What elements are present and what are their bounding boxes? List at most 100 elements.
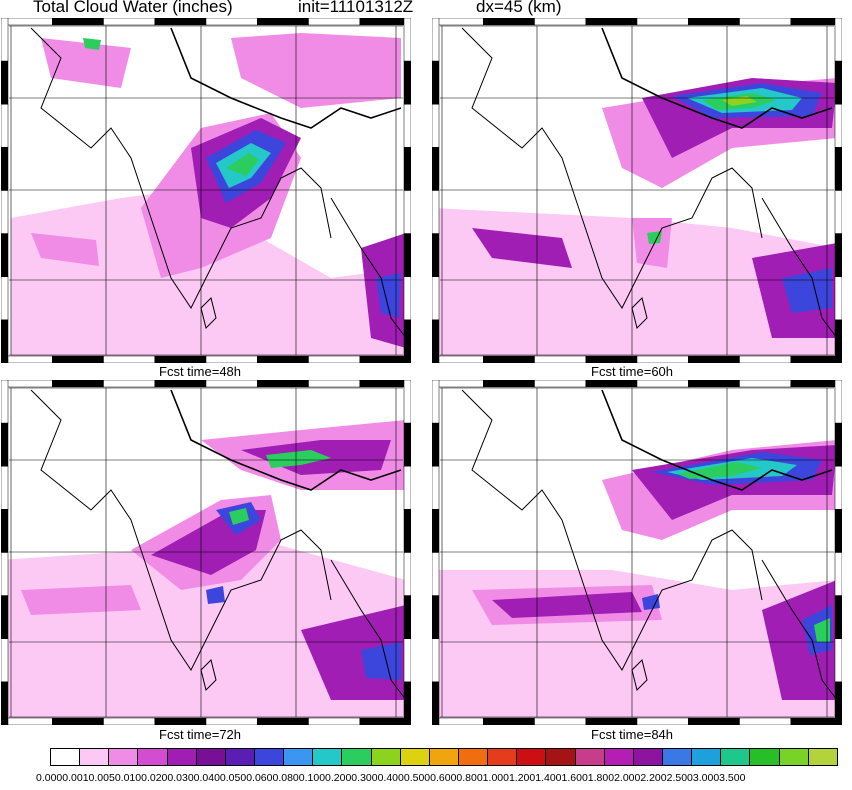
color-scale-labels: 0.0000.0010.0050.0100.0200.0300.0400.050…	[36, 772, 852, 788]
frame-tick-left	[432, 18, 440, 62]
frame-tick-right	[403, 233, 411, 277]
frame-tick-right	[403, 638, 411, 683]
frame-tick-bottom	[432, 355, 484, 363]
frame-tick-right	[403, 422, 411, 467]
color-swatch	[517, 749, 547, 765]
cloud-water-contour	[226, 153, 259, 176]
frame-tick-bottom	[432, 717, 484, 725]
color-scale-label-text: 0.0000.0010.0050.0100.0200.0300.0400.050…	[36, 772, 746, 784]
frame-tick-left	[432, 466, 440, 510]
frame-tick-left	[1, 276, 9, 321]
frame-tick-bottom	[688, 355, 740, 363]
color-swatch	[808, 749, 837, 765]
frame-tick-left	[1, 509, 9, 553]
frame-tick-left	[432, 233, 440, 277]
frame-tick-top	[534, 18, 586, 26]
cloud-water-contour	[41, 38, 131, 88]
frame-tick-bottom	[534, 717, 586, 725]
frame-tick-bottom	[154, 355, 207, 363]
frame-tick-left	[1, 681, 9, 725]
frame-tick-bottom	[103, 355, 155, 363]
frame-tick-top	[1, 18, 53, 26]
cloud-water-contour	[647, 231, 662, 244]
color-swatch	[400, 749, 430, 765]
frame-tick-right	[834, 18, 842, 62]
frame-tick-bottom	[257, 355, 309, 363]
frame-tick-right	[403, 509, 411, 553]
frame-tick-bottom	[308, 717, 360, 725]
cloud-water-contour	[762, 580, 837, 700]
frame-tick-right	[403, 18, 411, 62]
frame-tick-right	[834, 233, 842, 277]
frame-tick-left	[1, 638, 9, 683]
cloud-water-contour	[361, 642, 401, 680]
frame-tick-top	[257, 18, 309, 26]
color-swatch	[51, 749, 81, 765]
frame-tick-bottom	[359, 355, 411, 363]
frame-tick-top	[103, 380, 155, 388]
frame-tick-bottom	[636, 717, 689, 725]
frame-tick-top	[154, 18, 207, 26]
frame-tick-right	[834, 466, 842, 510]
frame-tick-top	[359, 18, 411, 26]
frame-tick-right	[403, 552, 411, 596]
cloud-water-contour	[814, 618, 830, 642]
frame-tick-left	[1, 595, 9, 639]
frame-tick-bottom	[636, 355, 689, 363]
cloud-water-contour	[1, 540, 406, 720]
color-swatch	[575, 749, 605, 765]
frame-tick-bottom	[52, 355, 104, 363]
frame-tick-top	[636, 18, 689, 26]
color-swatch	[342, 749, 372, 765]
color-swatch	[313, 749, 343, 765]
frame-tick-top	[308, 18, 360, 26]
frame-tick-left	[432, 509, 440, 553]
frame-tick-bottom	[688, 717, 740, 725]
map-canvas	[432, 18, 842, 363]
frame-tick-bottom	[483, 355, 535, 363]
fcst-time-label-72h: Fcst time=72h	[159, 727, 242, 742]
frame-tick-left	[432, 380, 440, 424]
frame-tick-bottom	[154, 717, 207, 725]
frame-tick-left	[1, 552, 9, 596]
cloud-water-contour	[229, 508, 249, 525]
map-panel-72h	[1, 380, 411, 725]
frame-tick-right	[403, 104, 411, 148]
color-swatch	[109, 749, 139, 765]
coastline	[461, 27, 763, 309]
map-panel-60h	[432, 18, 842, 363]
color-swatch	[429, 749, 459, 765]
frame-tick-left	[432, 190, 440, 234]
frame-tick-bottom	[205, 355, 258, 363]
frame-tick-bottom	[585, 355, 638, 363]
frame-tick-left	[432, 319, 440, 363]
frame-tick-right	[834, 190, 842, 234]
frame-tick-right	[834, 60, 842, 105]
frame-tick-right	[834, 104, 842, 148]
color-swatch	[196, 749, 226, 765]
frame-tick-right	[403, 147, 411, 191]
frame-tick-left	[432, 147, 440, 191]
color-swatch	[779, 749, 809, 765]
frame-tick-left	[432, 552, 440, 596]
frame-tick-bottom	[790, 717, 842, 725]
frame-tick-right	[403, 595, 411, 639]
frame-tick-top	[432, 380, 484, 388]
frame-tick-right	[403, 190, 411, 234]
frame-tick-left	[432, 276, 440, 321]
cloud-water-contour	[492, 592, 642, 618]
frame-tick-left	[432, 638, 440, 683]
frame-tick-top	[739, 18, 791, 26]
frame-tick-bottom	[790, 355, 842, 363]
frame-tick-right	[403, 319, 411, 363]
frame-tick-top	[534, 380, 586, 388]
frame-tick-left	[1, 190, 9, 234]
frame-tick-top	[483, 18, 535, 26]
map-panel-84h	[432, 380, 842, 725]
cloud-water-contour	[21, 585, 141, 615]
frame-tick-top	[688, 18, 740, 26]
frame-tick-left	[1, 18, 9, 62]
frame-tick-top	[257, 380, 309, 388]
color-swatch	[488, 749, 518, 765]
frame-tick-bottom	[1, 717, 53, 725]
